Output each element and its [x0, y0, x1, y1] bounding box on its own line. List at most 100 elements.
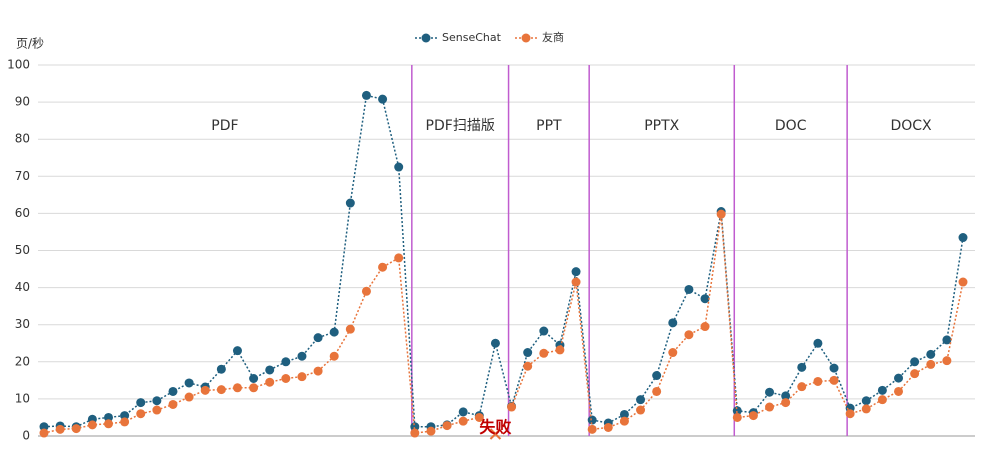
y-tick-label: 40	[15, 280, 30, 294]
data-point	[958, 233, 968, 243]
data-point	[636, 395, 646, 405]
data-point	[426, 426, 436, 436]
data-point	[71, 424, 81, 434]
y-tick-label: 50	[15, 243, 30, 257]
data-point	[571, 267, 581, 277]
data-point	[926, 359, 936, 369]
data-point	[297, 351, 307, 361]
data-point	[458, 407, 468, 417]
data-point	[571, 277, 581, 287]
data-point	[700, 322, 710, 332]
y-tick-label: 80	[15, 132, 30, 146]
data-point	[168, 399, 178, 409]
y-tick-label: 20	[15, 354, 30, 368]
data-point	[410, 422, 420, 432]
data-point	[619, 416, 629, 426]
data-point	[958, 277, 968, 287]
data-point	[345, 198, 355, 208]
data-point	[797, 382, 807, 392]
data-point	[765, 387, 775, 397]
data-point	[700, 294, 710, 304]
data-point	[265, 365, 275, 375]
data-point	[781, 391, 791, 401]
y-tick-label: 0	[22, 429, 30, 443]
data-point	[103, 419, 113, 429]
data-point	[507, 402, 517, 412]
data-point	[232, 383, 242, 393]
data-point	[378, 94, 388, 104]
y-tick-label: 70	[15, 169, 30, 183]
data-point	[378, 262, 388, 272]
legend-marker	[421, 33, 431, 43]
data-point	[603, 422, 613, 432]
data-point	[861, 396, 871, 406]
section-label: PDF扫描版	[426, 118, 495, 134]
data-point	[684, 330, 694, 340]
data-point	[490, 338, 500, 348]
data-point	[313, 333, 323, 343]
section-label: PPTX	[644, 118, 679, 134]
data-point	[716, 209, 726, 219]
section-label: DOCX	[890, 118, 932, 134]
data-point	[910, 357, 920, 367]
data-point	[942, 356, 952, 366]
data-point	[361, 90, 371, 100]
data-point	[184, 378, 194, 388]
series-line	[43, 214, 964, 434]
data-point	[249, 383, 259, 393]
section-label: PDF	[211, 118, 238, 134]
data-point	[861, 404, 871, 414]
annotation: 失败	[479, 418, 511, 437]
legend-marker	[521, 33, 531, 43]
data-point	[877, 395, 887, 405]
data-point	[216, 385, 226, 395]
data-point	[249, 373, 259, 383]
data-point	[523, 361, 533, 371]
data-point	[39, 422, 49, 432]
data-point	[587, 424, 597, 434]
data-point	[765, 402, 775, 412]
data-point	[329, 351, 339, 361]
data-point	[329, 327, 339, 337]
y-axis-title: 页/秒	[16, 37, 44, 51]
data-point	[813, 376, 823, 386]
data-point	[539, 348, 549, 358]
data-point	[87, 420, 97, 430]
data-point	[120, 411, 130, 421]
data-point	[120, 417, 130, 427]
data-point	[926, 349, 936, 359]
data-point	[652, 371, 662, 381]
data-point	[168, 386, 178, 396]
data-point	[894, 386, 904, 396]
data-point	[732, 412, 742, 422]
y-tick-label: 10	[15, 391, 30, 405]
data-point	[668, 348, 678, 358]
data-point	[829, 363, 839, 373]
section-label: DOC	[775, 118, 807, 134]
data-point	[668, 318, 678, 328]
data-point	[313, 366, 323, 376]
series-line	[43, 94, 964, 428]
data-point	[748, 411, 758, 421]
data-point	[619, 409, 629, 419]
legend-label: SenseChat	[442, 31, 502, 44]
data-point	[345, 324, 355, 334]
data-point	[184, 392, 194, 402]
data-point	[200, 385, 210, 395]
data-point	[136, 398, 146, 408]
data-point	[55, 424, 65, 434]
legend-label: 友商	[542, 30, 564, 44]
data-point	[587, 415, 597, 425]
data-point	[410, 428, 420, 438]
data-point	[684, 284, 694, 294]
data-point	[555, 345, 565, 355]
data-point	[442, 421, 452, 431]
data-point	[394, 253, 404, 263]
data-point	[152, 396, 162, 406]
data-point	[281, 373, 291, 383]
y-tick-label: 30	[15, 317, 30, 331]
data-point	[652, 386, 662, 396]
data-point	[297, 372, 307, 382]
y-tick-label: 100	[7, 58, 30, 72]
